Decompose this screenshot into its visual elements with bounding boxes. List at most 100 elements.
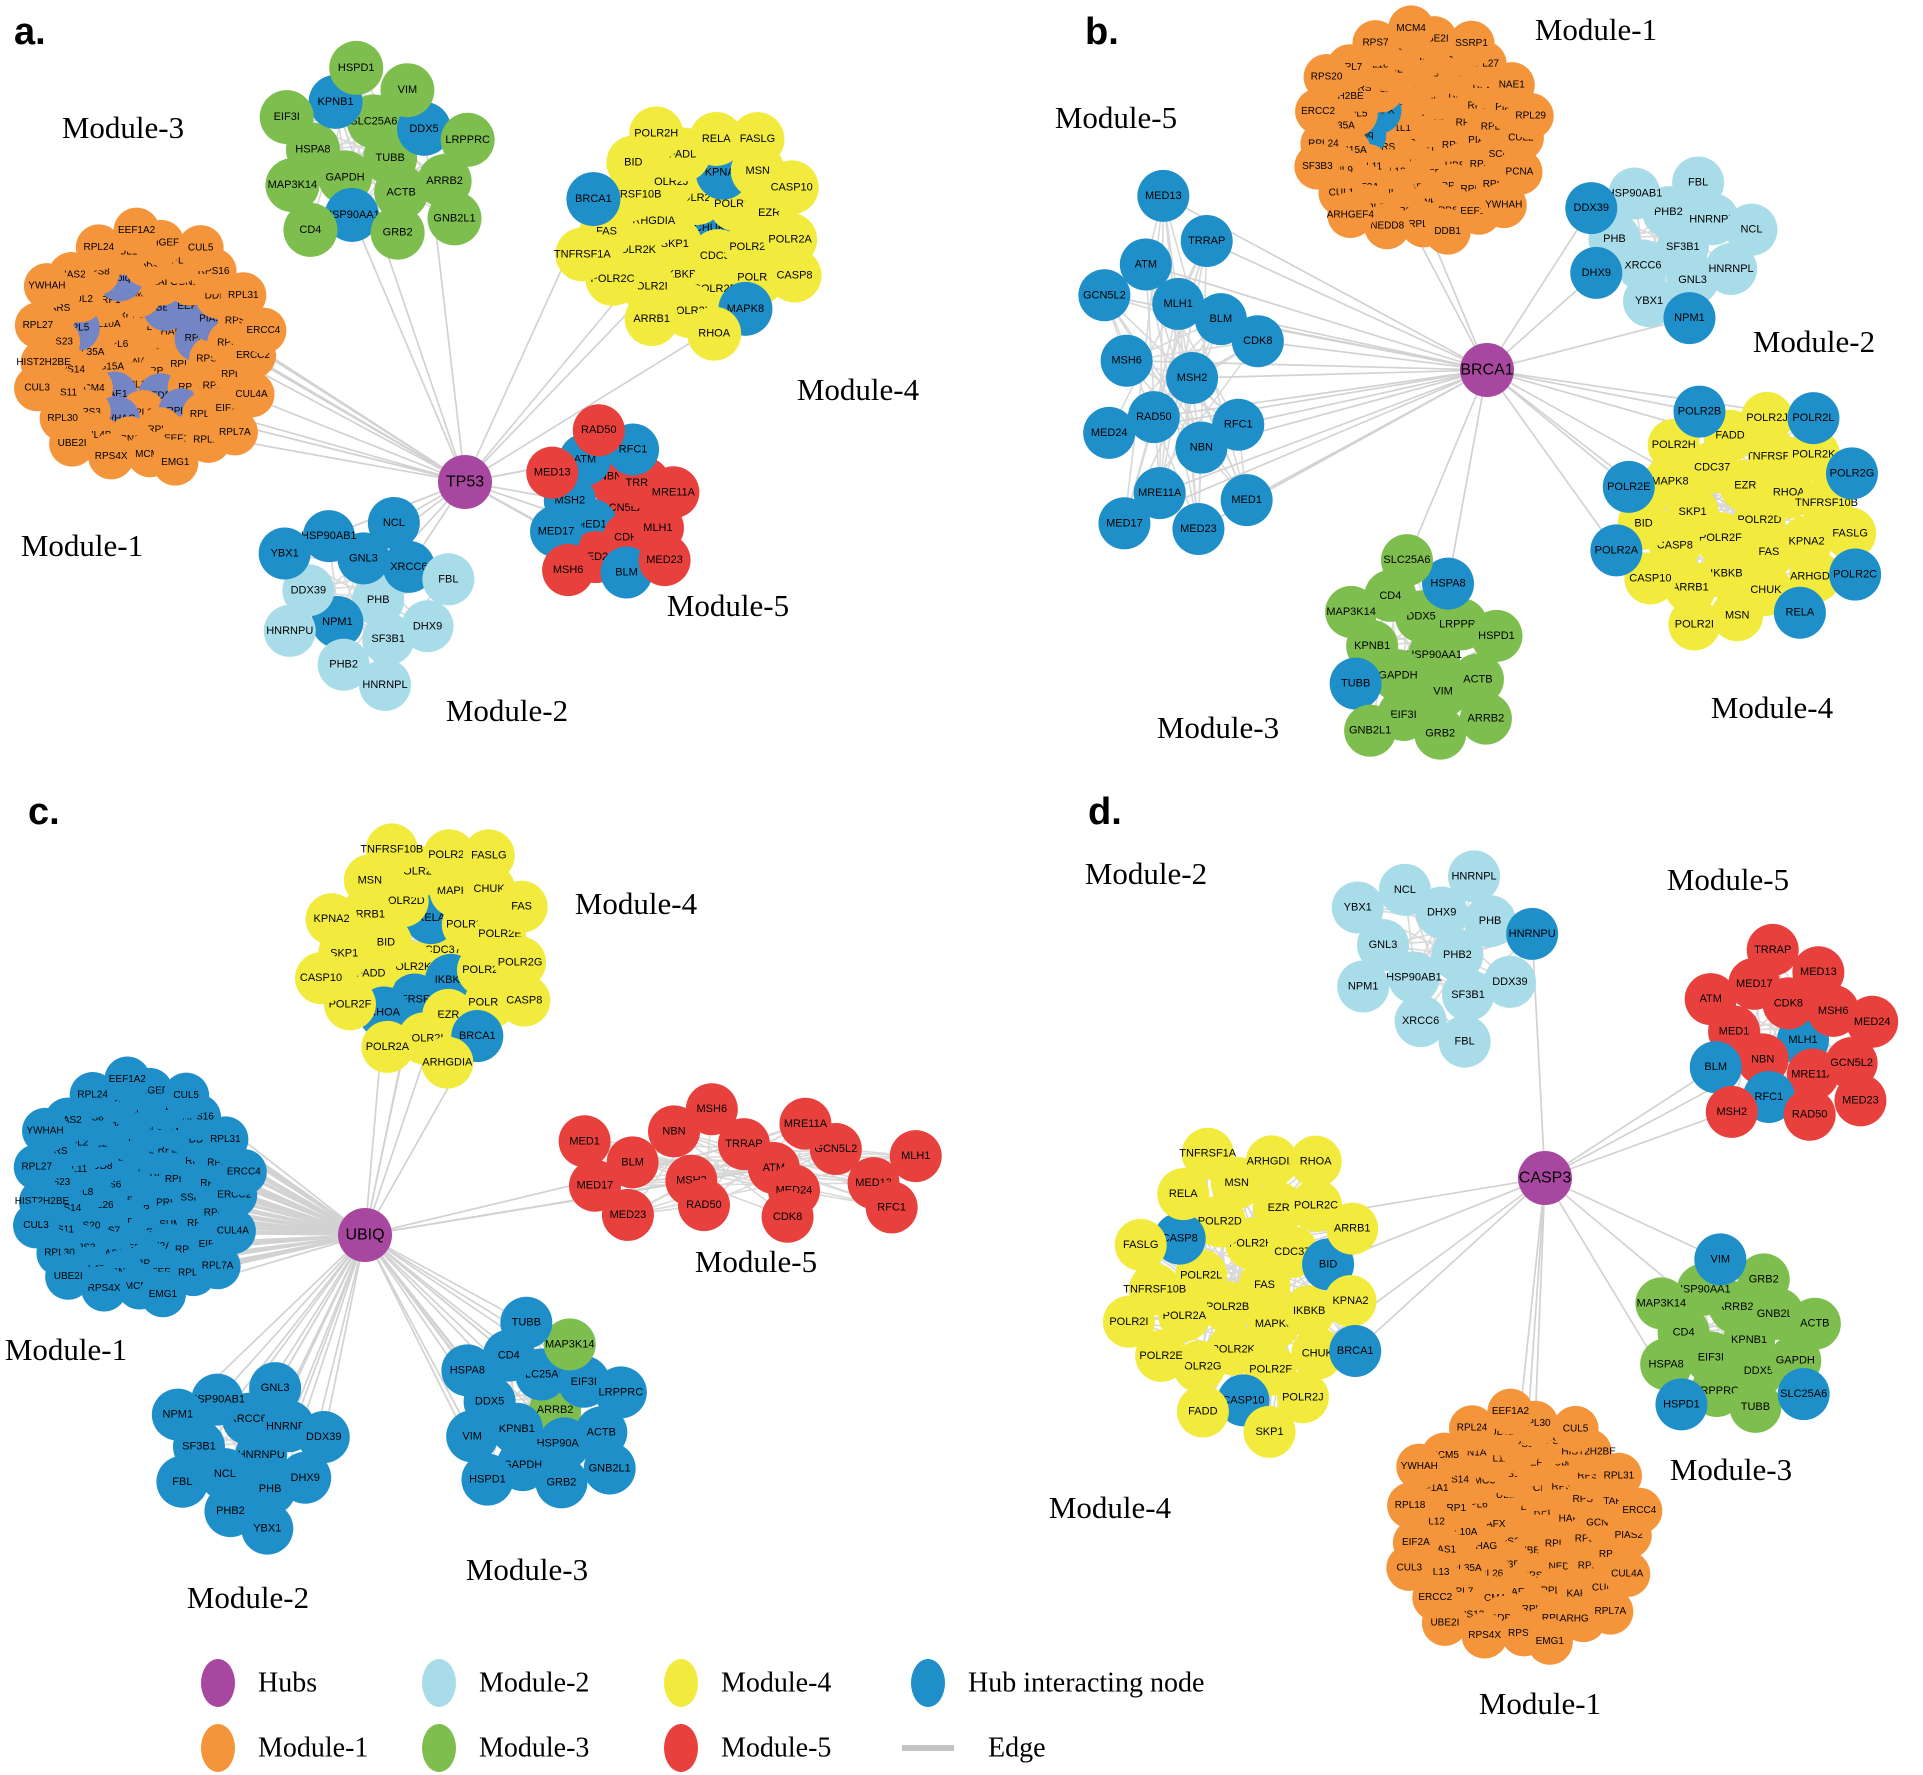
gene-node-label: SLC25A6 <box>518 1369 565 1381</box>
gene-node-label: ATM <box>574 454 596 466</box>
legend: Hubs Module-2 Module-4 Hub interacting node… <box>201 1659 1204 1772</box>
hub-edge <box>1145 263 1488 371</box>
gene-node-label: FBL <box>172 1476 192 1488</box>
gene-node <box>1506 907 1559 960</box>
hub-edge <box>1486 317 1690 371</box>
gene-node <box>558 1115 611 1168</box>
gene-node <box>1438 1015 1491 1068</box>
gene-node <box>352 574 405 626</box>
gene-node-label: HSPA8 <box>450 1364 485 1376</box>
gene-node-label: EEF1A2 <box>118 225 156 236</box>
gene-node-label: KPNB1 <box>499 1423 535 1435</box>
gene-node-label: RPS20 <box>1573 1494 1605 1505</box>
gene-node-label: POLR2A <box>1163 1310 1207 1322</box>
gene-node-label: MCM4 <box>1476 1593 1506 1604</box>
gene-node-label: CHUK <box>1302 1347 1334 1359</box>
gene-node <box>1212 398 1265 451</box>
gene-node-label: ERCC2 <box>1418 1592 1452 1603</box>
gene-node <box>1252 1182 1305 1235</box>
gene-node <box>220 272 267 319</box>
gene-node <box>1352 20 1399 67</box>
gene-node-label: RPL31 <box>210 1134 241 1145</box>
gene-node-label: GCN5L2 <box>1830 1057 1873 1069</box>
gene-node-label: MCM4 <box>75 383 105 394</box>
gene-node-label: GCN1L1 <box>1586 1518 1625 1529</box>
gene-node-label: RPS4X <box>95 451 128 462</box>
gene-node-label: ERCC2 <box>1301 106 1335 117</box>
gene-node-label: YBX1 <box>1635 295 1663 307</box>
legend-label: Module-3 <box>479 1733 589 1764</box>
gene-node-label: EMG1 <box>149 1289 178 1300</box>
gene-node-label: FASLG <box>740 133 775 145</box>
gene-node-label: RELA <box>702 133 731 145</box>
gene-node-label: CUL2 <box>67 294 93 305</box>
gene-node <box>495 880 548 933</box>
gene-node <box>382 540 435 593</box>
gene-node-label: RPL26 <box>170 359 201 370</box>
gene-node-label: RPL10A <box>1440 1527 1478 1538</box>
gene-node-label: NCL <box>1394 884 1416 896</box>
gene-node <box>730 112 785 167</box>
gene-node-label: MSN <box>746 165 771 177</box>
gene-node-label: Ubiq <box>110 273 131 284</box>
gene-node-label: ERCC4 <box>227 1167 261 1178</box>
gene-node-label: POLR2K <box>1211 1344 1255 1356</box>
gene-node-label: POLR2G <box>498 956 543 968</box>
gene-node-label: RPL27 <box>1507 1502 1538 1513</box>
gene-node <box>1327 192 1374 239</box>
gene-node-label: CUL2 <box>1508 132 1534 143</box>
gene-node-label: RPL18 <box>1395 1500 1426 1511</box>
gene-node-label: CUL2 <box>1489 1490 1515 1501</box>
gene-node-label: RPS20 <box>1311 72 1343 83</box>
gene-node <box>1442 968 1495 1021</box>
gene-node <box>49 420 96 467</box>
gene-node-label: RPL31 <box>1604 1470 1635 1481</box>
gene-node-label: TUBB <box>512 1317 541 1329</box>
gene-node-label: RPS7 <box>1552 1482 1579 1493</box>
gene-node-label: GNB2L1 <box>589 1462 631 1474</box>
gene-node <box>1824 507 1877 560</box>
gene-node-label: RPL7A <box>1594 1606 1626 1617</box>
gene-node-label: EMG1 <box>1536 1636 1565 1647</box>
gene-node-label: EIF2A <box>215 403 243 414</box>
gene-node <box>1777 1368 1830 1421</box>
hub-label: UBIQ <box>345 1227 384 1244</box>
gene-node-label: PHB2 <box>216 1505 245 1517</box>
gene-node-label: DDX5 <box>475 1396 504 1408</box>
gene-node-label: RPS23 <box>41 336 73 347</box>
gene-node <box>1623 275 1676 328</box>
gene-node <box>594 1366 647 1419</box>
gene-node-label: POLR2J <box>1282 1391 1324 1403</box>
gene-node <box>1741 391 1794 444</box>
hub-edge <box>1544 1066 1717 1179</box>
gene-node-label: EZR <box>1734 480 1756 492</box>
gene-node-label: CDK8 <box>773 1211 802 1223</box>
legend-label: Hubs <box>258 1668 317 1699</box>
gene-node <box>329 40 384 95</box>
gene-node <box>421 1036 474 1089</box>
gene-node-label: TUBB <box>1741 1401 1770 1413</box>
gene-node-label: PCNA <box>119 356 147 367</box>
gene-node-label: MLH1 <box>901 1150 930 1162</box>
gene-node-label: RPS8 <box>1599 1549 1626 1560</box>
gene-node-label: MED1 <box>569 1135 600 1147</box>
gene-node-label: VIM <box>1433 685 1453 697</box>
gene-node-label: RPL13 <box>1419 1567 1450 1578</box>
gene-node-label: HNRNPU <box>238 1449 285 1461</box>
panel-letter-c: c. <box>28 791 60 833</box>
gene-node-label: POLR2K <box>1792 448 1836 460</box>
gene-node-label: RPS4X <box>1468 1630 1501 1641</box>
gene-node-label: UBE2I <box>1420 34 1449 45</box>
gene-node-label: VIM <box>1711 1253 1731 1265</box>
gene-node-label: EZR <box>1268 1202 1290 1214</box>
gene-node-label: ARRB1 <box>633 313 670 325</box>
gene-node-label: YBX1 <box>1344 902 1372 914</box>
gene-node-label: GAPDH <box>326 171 365 183</box>
gene-node-label: POLR2H <box>634 127 678 139</box>
gene-node-label: SF3B3 <box>1495 1559 1526 1570</box>
gene-node-label: SCN1A <box>113 434 147 445</box>
gene-node-label: ARHGDIA <box>422 1057 473 1069</box>
gene-node-label: HSP90AA1 <box>1406 649 1462 661</box>
module-label: Module-5 <box>1055 100 1177 135</box>
gene-node-label: RFC1 <box>619 443 648 455</box>
